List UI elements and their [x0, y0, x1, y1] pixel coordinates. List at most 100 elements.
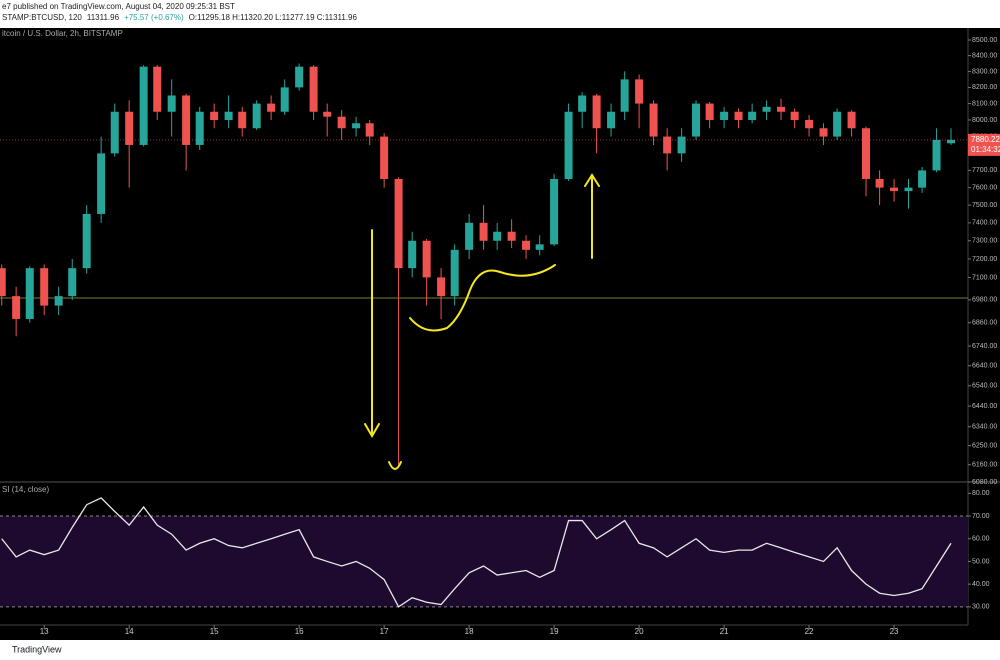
brand: TradingView: [12, 644, 62, 654]
y-tick-label: 6250.00: [972, 442, 997, 449]
y-tick-label: 6740.00: [972, 343, 997, 350]
last-price: 11311.96: [87, 13, 120, 22]
candle-body: [0, 268, 6, 297]
candle-body: [677, 136, 686, 154]
y-tick-label: 7200.00: [972, 256, 997, 263]
ohlc: O:11295.18 H:11320.20 L:11277.19 C:11311…: [189, 13, 358, 22]
candle-body: [309, 66, 318, 112]
price-tag-label: 7880.22: [971, 135, 1000, 144]
candle-body: [195, 111, 204, 145]
x-tick-label: 15: [210, 627, 219, 636]
x-tick-label: 14: [125, 627, 134, 636]
y-tick-label: 40.00: [972, 581, 990, 588]
y-tick-label: 70.00: [972, 513, 990, 520]
y-tick-label: 6340.00: [972, 424, 997, 431]
candle-body: [649, 103, 658, 137]
candle-body: [110, 111, 119, 154]
candle-body: [337, 116, 346, 129]
price-tag: [968, 133, 1000, 156]
candle-body: [507, 231, 516, 241]
y-tick-label: 8200.00: [972, 84, 997, 91]
bottom-mark: [388, 461, 402, 470]
candle-body: [947, 139, 956, 144]
y-tick-label: 8100.00: [972, 100, 997, 107]
y-tick-label: 8400.00: [972, 52, 997, 59]
candle-body: [663, 136, 672, 154]
candle-body: [847, 111, 856, 129]
candle-body: [394, 178, 403, 269]
x-tick-label: 13: [40, 627, 49, 636]
y-tick-label: 80.00: [972, 490, 990, 497]
symbol: STAMP:BTCUSD, 120: [2, 13, 82, 22]
candle-body: [890, 187, 899, 192]
candle-body: [267, 103, 276, 112]
y-tick-label: 7100.00: [972, 274, 997, 281]
candle-body: [252, 103, 261, 129]
candle-body: [40, 268, 49, 306]
y-tick-label: 8500.00: [972, 37, 997, 44]
candle-body: [97, 153, 106, 214]
countdown: 01:34:32: [971, 145, 1000, 154]
candle-body: [125, 111, 134, 145]
y-tick-label: 8000.00: [972, 117, 997, 124]
candle-body: [139, 66, 148, 145]
candle-body: [550, 178, 559, 245]
y-tick-label: 6640.00: [972, 363, 997, 370]
candle-body: [862, 128, 871, 179]
header-bar: [0, 0, 1000, 28]
candle-body: [578, 95, 587, 112]
candle-body: [705, 103, 714, 120]
candle-body: [833, 111, 842, 137]
y-tick-label: 6860.00: [972, 320, 997, 327]
x-tick-label: 21: [720, 627, 729, 636]
x-tick-label: 22: [805, 627, 814, 636]
rsi-line: [1, 497, 952, 608]
plot: 13 14 15 16 17 18 19 20 21 22 23 8500.00 8400.00 8300…: [0, 28, 1000, 636]
x-tick-label: 19: [550, 627, 559, 636]
down-arrow: [364, 229, 380, 438]
candle-body: [295, 66, 304, 88]
candle-body: [210, 111, 219, 120]
candle-body: [918, 170, 927, 188]
candle-body: [875, 178, 884, 188]
candle-body: [68, 268, 77, 297]
candle-body: [365, 123, 374, 137]
curve: [409, 264, 556, 332]
y-tick-label: 7600.00: [972, 184, 997, 191]
candle-body: [25, 268, 34, 319]
y-tick-label: 7700.00: [972, 167, 997, 174]
candle-body: [323, 111, 332, 117]
publisher: e7 published on TradingView.com, August …: [2, 2, 235, 11]
candle-body: [153, 66, 162, 112]
candle-body: [280, 87, 289, 112]
candle-body: [720, 111, 729, 120]
x-tick-label: 20: [635, 627, 644, 636]
up-arrow: [584, 173, 600, 259]
candle-body: [408, 240, 417, 269]
candle-body: [167, 95, 176, 112]
candle-body: [450, 249, 459, 297]
y-tick-label: 50.00: [972, 558, 990, 565]
candle-body: [607, 111, 616, 129]
candle-body: [437, 277, 446, 297]
candle-body: [12, 296, 21, 319]
candle-body: [592, 95, 601, 129]
y-tick-label: 7400.00: [972, 220, 997, 227]
candle-body: [422, 240, 431, 278]
candle-body: [238, 111, 247, 129]
y-tick-label: 6160.00: [972, 462, 997, 469]
pane-title: itcoin / U.S. Dollar, 2h, BITSTAMP: [2, 29, 123, 38]
candle-body: [352, 123, 361, 129]
candle-body: [380, 136, 389, 179]
candle-body: [522, 240, 531, 250]
candle-body: [762, 106, 771, 112]
candle-body: [635, 79, 644, 104]
candle-body: [692, 103, 701, 137]
y-tick-label: 7300.00: [972, 238, 997, 245]
candle-body: [805, 119, 814, 129]
candle-body: [182, 95, 191, 145]
footer-bar: [0, 640, 1000, 660]
y-tick-label: 30.00: [972, 604, 990, 611]
x-tick-label: 16: [295, 627, 304, 636]
